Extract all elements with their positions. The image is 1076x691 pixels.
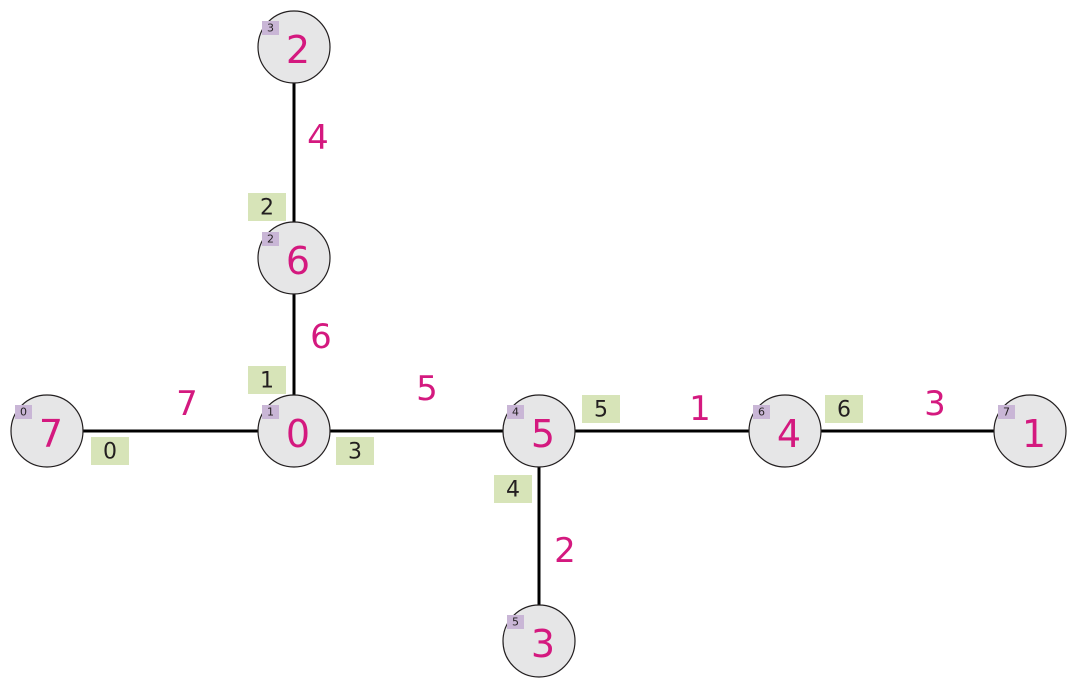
node-label: 7	[39, 412, 63, 456]
edge-index-box	[825, 395, 863, 423]
edge-index-text: 6	[837, 398, 851, 423]
edge-index-text: 4	[506, 478, 520, 503]
node-index-text: 0	[20, 406, 27, 419]
edge-label: 1	[689, 389, 711, 429]
edge-label: 4	[307, 118, 329, 158]
edge-index-tag: 2	[248, 193, 286, 221]
edge-label: 3	[924, 384, 946, 424]
node-index-text: 3	[267, 22, 274, 35]
edges-layer	[47, 47, 1030, 641]
node-index-box	[753, 405, 770, 419]
node-label: 5	[531, 412, 555, 456]
edge-label: 7	[176, 384, 198, 424]
node-index-box	[998, 405, 1015, 419]
edge-index-tag: 3	[336, 437, 374, 465]
edge-index-box	[582, 395, 620, 423]
edge-index-tag: 1	[248, 366, 286, 394]
edge-index-text: 5	[594, 398, 608, 423]
node-label: 6	[286, 239, 310, 283]
edge-label: 5	[416, 369, 438, 409]
node-label: 3	[531, 622, 555, 666]
node-index-text: 4	[512, 406, 519, 419]
edge-index-text: 2	[260, 196, 274, 221]
nodes-layer: 3 22 61 00 7 4 55 36 4 7 1	[10, 10, 1067, 678]
edge-index-box	[494, 475, 532, 503]
node-index-text: 1	[267, 406, 274, 419]
edge-index-text: 3	[348, 440, 362, 465]
node-index-text: 5	[512, 616, 519, 629]
edge-index-text: 1	[260, 369, 274, 394]
node-index-text: 6	[758, 406, 765, 419]
edge-index-tag: 5	[582, 395, 620, 423]
node-index-box	[507, 405, 524, 419]
edge-label: 6	[310, 317, 332, 357]
node-label: 4	[777, 412, 801, 456]
node-index-box	[507, 615, 524, 629]
node-label: 2	[286, 28, 310, 72]
edge-index-box	[91, 437, 129, 465]
edge-index-tag: 0	[91, 437, 129, 465]
edge-index-tag: 6	[825, 395, 863, 423]
edge-index-tag: 4	[494, 475, 532, 503]
node-index-box	[262, 405, 279, 419]
edge-index-box	[336, 437, 374, 465]
node-index-text: 2	[267, 233, 274, 246]
node-index-box	[15, 405, 32, 419]
edge-index-box	[248, 366, 286, 394]
node-label: 1	[1022, 412, 1046, 456]
node-index-text: 7	[1003, 406, 1010, 419]
edge-index-box	[248, 193, 286, 221]
node-index-box	[262, 232, 279, 246]
node-index-box	[262, 21, 279, 35]
node-label: 0	[286, 412, 310, 456]
edge-label: 2	[554, 531, 576, 571]
edge-index-text: 0	[103, 440, 117, 465]
